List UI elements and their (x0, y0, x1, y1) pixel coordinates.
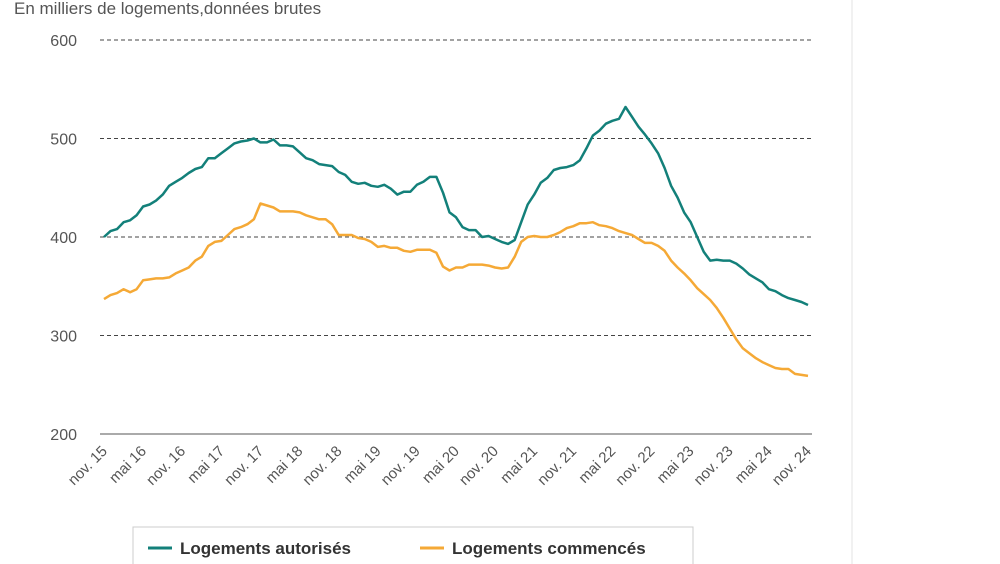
x-tick-label: mai 22 (575, 443, 619, 487)
y-tick-label: 500 (50, 132, 77, 149)
x-tick-label: mai 24 (732, 443, 776, 487)
x-tick-label: nov. 20 (456, 443, 502, 489)
x-tick-label: mai 16 (106, 443, 150, 487)
legend-label: Logements autorisés (180, 539, 351, 558)
x-tick-label: nov. 22 (612, 443, 658, 489)
x-tick-label: mai 20 (419, 443, 463, 487)
x-tick-label: mai 21 (497, 443, 541, 487)
x-tick-label: mai 17 (184, 443, 228, 487)
y-tick-label: 600 (50, 33, 77, 50)
legend-label: Logements commencés (452, 539, 646, 558)
x-tick-label: mai 23 (654, 443, 698, 487)
y-tick-label: 200 (50, 427, 77, 444)
x-tick-label: nov. 18 (299, 443, 345, 489)
chart-title: En milliers de logements,données brutes (14, 0, 321, 18)
series-line (103, 202, 809, 378)
x-tick-label: nov. 21 (534, 443, 580, 489)
x-tick-label: nov. 16 (143, 443, 189, 489)
x-tick-label: nov. 15 (65, 443, 111, 489)
x-tick-label: mai 19 (341, 443, 385, 487)
x-tick-label: nov. 24 (769, 443, 815, 489)
x-tick-label: nov. 23 (691, 443, 737, 489)
y-tick-label: 300 (50, 329, 77, 346)
x-tick-label: mai 18 (263, 443, 307, 487)
y-tick-label: 400 (50, 230, 77, 247)
legend-box (132, 526, 694, 564)
x-tick-label: nov. 17 (221, 443, 267, 489)
series-line (103, 105, 809, 307)
x-tick-label: nov. 19 (378, 443, 424, 489)
